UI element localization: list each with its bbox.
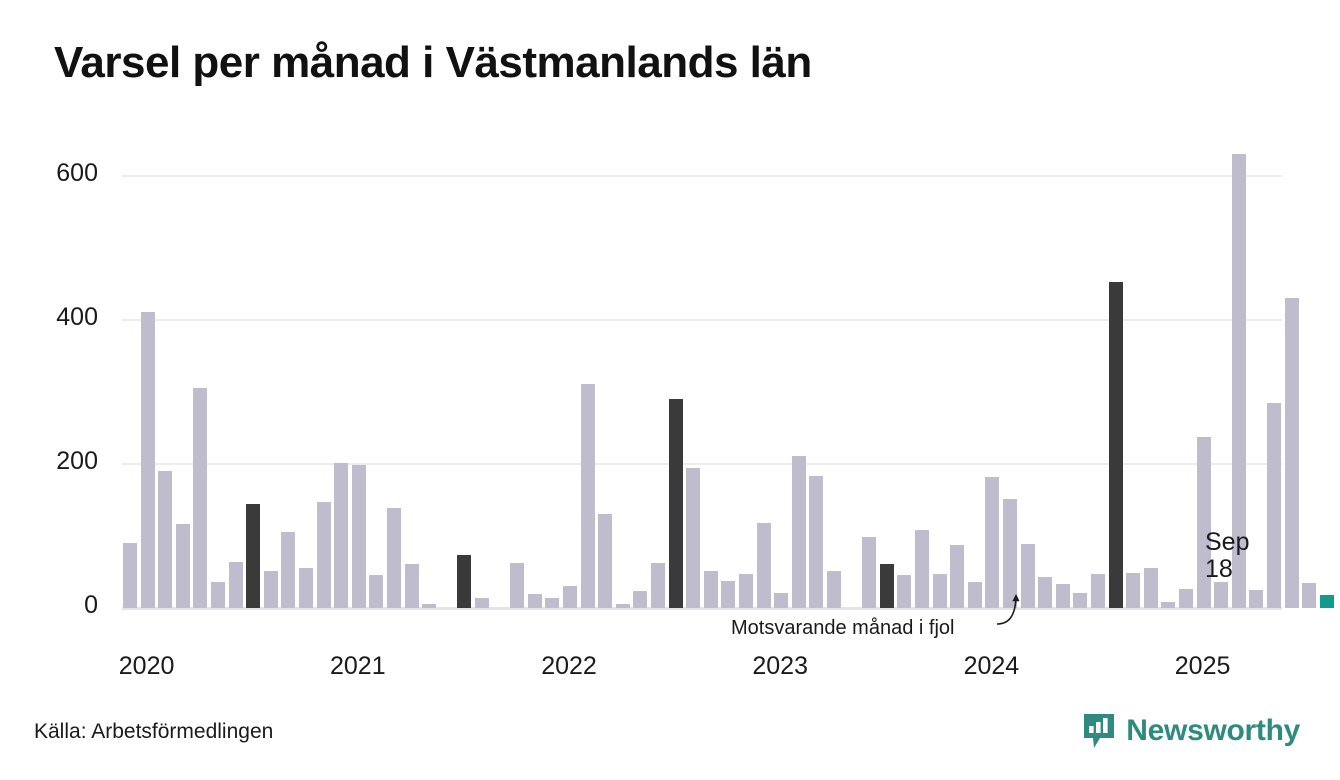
- bar[interactable]: [563, 586, 577, 608]
- gridline: [122, 175, 1282, 177]
- annotation-label: Motsvarande månad i fjol: [731, 617, 955, 639]
- bar[interactable]: [1126, 572, 1141, 608]
- bar[interactable]: [1038, 577, 1053, 608]
- gridline: [122, 463, 1282, 465]
- bar[interactable]: [351, 464, 366, 608]
- bar[interactable]: [1161, 601, 1176, 608]
- gridline: [122, 607, 1282, 610]
- bar[interactable]: [123, 543, 137, 608]
- bar[interactable]: [263, 570, 278, 608]
- bar[interactable]: [932, 574, 947, 608]
- bar[interactable]: [862, 536, 877, 608]
- bar[interactable]: [703, 570, 718, 608]
- bar[interactable]: [281, 531, 296, 608]
- y-axis-tick-label: 600: [56, 159, 98, 187]
- plot-area: [122, 140, 1334, 610]
- source-note: Källa: Arbetsförmedlingen: [34, 720, 274, 743]
- bar[interactable]: [985, 476, 1000, 608]
- page-title: Varsel per månad i Västmanlands län: [54, 38, 812, 87]
- bar[interactable]: [527, 594, 542, 608]
- bar[interactable]: [1231, 153, 1246, 608]
- bar[interactable]: [475, 597, 489, 608]
- bar[interactable]: [228, 561, 243, 608]
- bar[interactable]: [140, 312, 155, 608]
- bar[interactable]: [1003, 499, 1017, 608]
- bar[interactable]: [1284, 298, 1299, 608]
- x-axis-tick-label: 2024: [963, 652, 1020, 680]
- bar[interactable]: [721, 580, 736, 608]
- y-axis-tick-label: 200: [56, 447, 98, 475]
- brand-name: Newsworthy: [1126, 714, 1300, 747]
- bar[interactable]: [827, 571, 841, 608]
- bar[interactable]: [387, 507, 401, 608]
- x-axis-tick-label: 2021: [329, 652, 386, 680]
- bar[interactable]: [1108, 281, 1123, 608]
- bar[interactable]: [580, 384, 595, 608]
- bar[interactable]: [615, 604, 630, 608]
- bar[interactable]: [1302, 582, 1317, 608]
- bar[interactable]: [1179, 588, 1193, 608]
- current-month-callout: Sep 18: [1205, 529, 1249, 583]
- bar[interactable]: [668, 399, 683, 608]
- bar[interactable]: [1267, 402, 1281, 608]
- bar[interactable]: [211, 582, 225, 608]
- bar[interactable]: [967, 582, 982, 608]
- bar[interactable]: [422, 603, 437, 608]
- x-axis-tick-label: 2023: [752, 652, 808, 680]
- bar-chart-speech-bubble-icon: [1084, 714, 1115, 748]
- bar[interactable]: [897, 574, 912, 608]
- bar[interactable]: [1020, 543, 1035, 608]
- bar[interactable]: [545, 597, 560, 608]
- bar[interactable]: [1214, 582, 1229, 608]
- bar[interactable]: [334, 462, 349, 608]
- bar[interactable]: [756, 523, 771, 608]
- bar[interactable]: [457, 555, 472, 608]
- current-month-value: 18: [1205, 555, 1233, 583]
- bar[interactable]: [1319, 595, 1334, 608]
- bar[interactable]: [158, 471, 173, 608]
- bar[interactable]: [879, 564, 894, 608]
- bar[interactable]: [915, 530, 929, 608]
- bar[interactable]: [791, 456, 806, 608]
- brand-logo: Newsworthy: [1082, 712, 1300, 750]
- bar[interactable]: [651, 563, 665, 608]
- bar[interactable]: [299, 568, 313, 608]
- bar[interactable]: [1091, 574, 1105, 608]
- x-axis-tick-label: 2020: [118, 652, 175, 680]
- bar[interactable]: [774, 592, 789, 608]
- bar[interactable]: [369, 574, 384, 608]
- bar[interactable]: [1055, 584, 1070, 608]
- x-axis-tick-label: 2025: [1174, 652, 1231, 680]
- bar[interactable]: [175, 524, 190, 608]
- y-axis-tick-label: 0: [84, 591, 98, 619]
- bar[interactable]: [950, 544, 965, 608]
- bar[interactable]: [739, 574, 753, 608]
- gridline: [122, 319, 1282, 321]
- bar[interactable]: [1073, 592, 1088, 608]
- bar[interactable]: [633, 590, 648, 608]
- x-axis-tick-label: 2022: [541, 652, 597, 680]
- bar[interactable]: [246, 503, 261, 608]
- bar[interactable]: [510, 563, 525, 608]
- bar[interactable]: [1249, 590, 1264, 608]
- bar[interactable]: [686, 467, 701, 608]
- current-month-name: Sep: [1205, 528, 1250, 556]
- bar[interactable]: [193, 388, 208, 608]
- y-axis-tick-label: 400: [56, 303, 98, 331]
- bar[interactable]: [809, 475, 824, 608]
- bar[interactable]: [1196, 437, 1211, 608]
- bar[interactable]: [1143, 567, 1158, 608]
- bar[interactable]: [404, 564, 419, 608]
- bar[interactable]: [598, 513, 613, 608]
- curved-arrow-icon: [996, 594, 1020, 625]
- bar[interactable]: [316, 502, 331, 608]
